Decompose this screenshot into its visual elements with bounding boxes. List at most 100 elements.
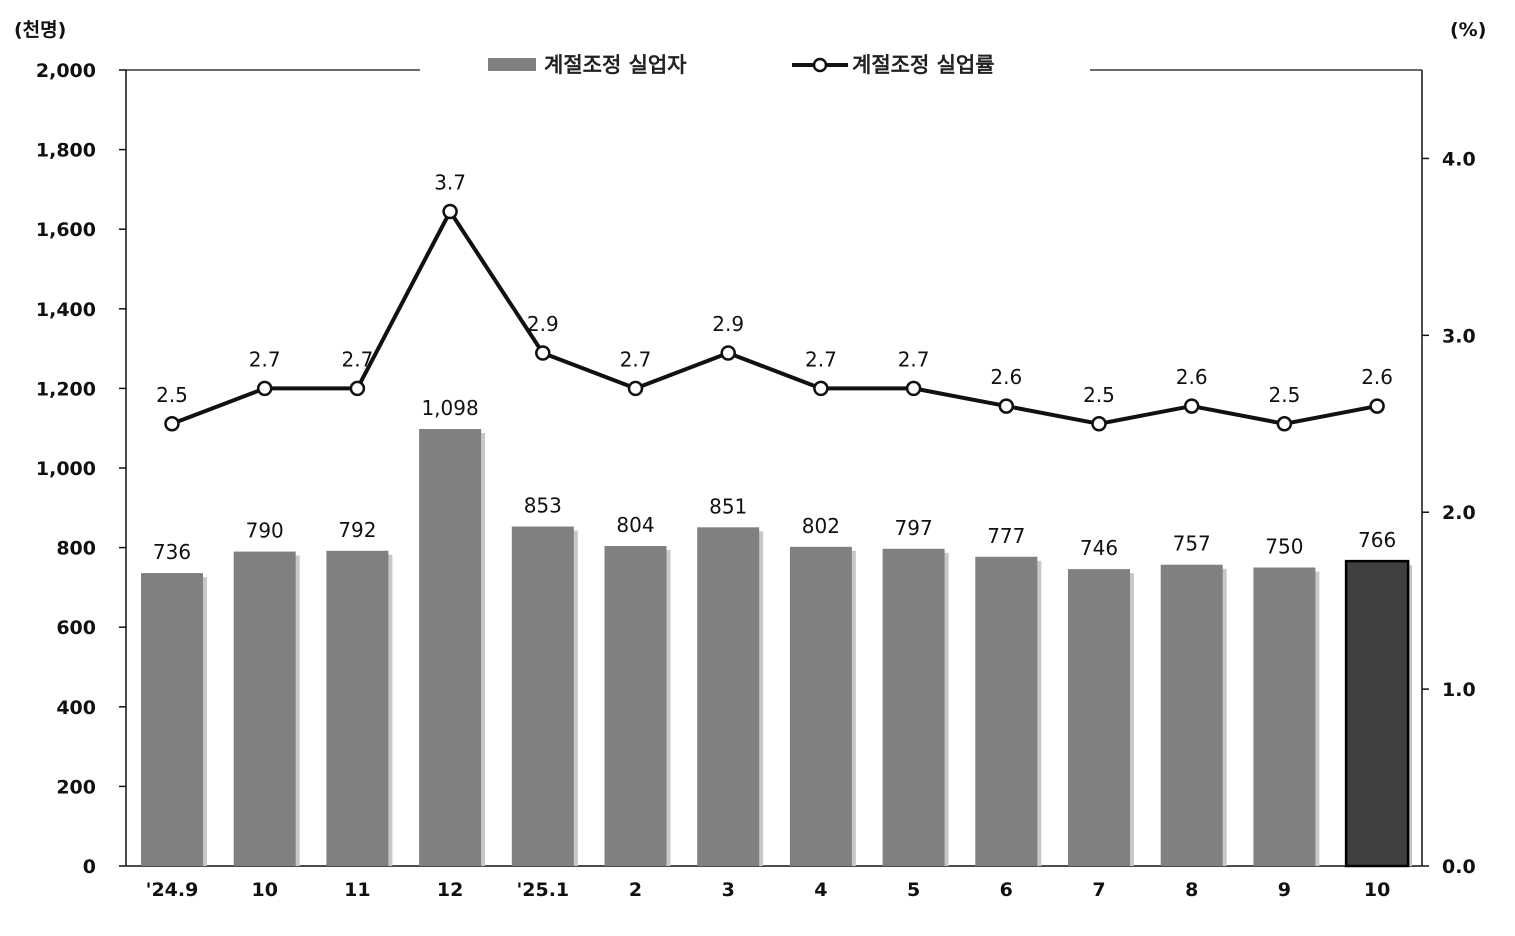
- rate-point: [164, 416, 180, 432]
- right-tick-label: 1.0: [1442, 679, 1476, 701]
- bar-value-label: 797: [895, 516, 933, 540]
- left-tick-label: 800: [56, 538, 96, 560]
- bar: [604, 546, 667, 866]
- bar-value-label: 750: [1265, 535, 1303, 559]
- legend-line-marker: [812, 57, 828, 73]
- right-axis-unit: (%): [1450, 19, 1486, 41]
- bar: [789, 546, 852, 866]
- right-tick-label: 0.0: [1442, 856, 1476, 878]
- left-tick-label: 600: [56, 617, 96, 639]
- rate-point: [1369, 398, 1385, 414]
- right-axis: 0.0 1.0 2.0 3.0 4.0: [1422, 148, 1476, 878]
- rate-value-label: 2.7: [620, 347, 652, 371]
- bar: [326, 550, 389, 866]
- x-tick-label: 4: [814, 879, 827, 901]
- bar: [1344, 559, 1410, 868]
- legend-bar-label: 계절조정 실업자: [544, 53, 687, 77]
- rate-point: [535, 345, 551, 361]
- bar-value-label: 792: [338, 518, 376, 542]
- legend-bar-swatch: [488, 58, 536, 71]
- bar-value-label: 1,098: [421, 396, 478, 420]
- bar: [882, 548, 945, 866]
- left-tick-label: 400: [56, 697, 96, 719]
- bar-value-label: 802: [802, 514, 840, 538]
- x-tick-label: '25.1: [516, 879, 569, 901]
- x-tick-label: 9: [1278, 879, 1291, 901]
- bar-series: [141, 428, 1413, 868]
- rate-point: [442, 203, 458, 220]
- bar-value-label: 766: [1358, 528, 1396, 552]
- legend-line-label: 계절조정 실업률: [852, 53, 995, 77]
- x-tick-label: 8: [1185, 879, 1198, 901]
- left-tick-label: 1,000: [36, 458, 96, 480]
- rate-value-label: 2.6: [990, 365, 1022, 389]
- x-tick-label: 12: [437, 879, 463, 901]
- right-tick-label: 4.0: [1442, 148, 1476, 170]
- x-tick-label: '24.9: [146, 879, 199, 901]
- right-tick-label: 2.0: [1442, 502, 1476, 524]
- rate-point: [905, 380, 922, 397]
- rate-value-label: 3.7: [434, 171, 466, 195]
- x-tick-label: 10: [251, 879, 277, 901]
- x-axis: '24.9 10 11 12 '25.1 2 3 4 5 6 7 8 9 10: [146, 879, 1391, 901]
- rate-point: [720, 345, 736, 361]
- rate-point: [813, 380, 829, 397]
- bar: [975, 556, 1038, 866]
- rate-value-label: 2.6: [1176, 365, 1208, 389]
- left-tick-label: 1,800: [36, 140, 96, 162]
- bar-value-label: 851: [709, 494, 747, 518]
- bar-value-label: 804: [616, 513, 654, 537]
- line-series: [164, 203, 1385, 432]
- x-tick-label: 5: [907, 879, 920, 901]
- rate-value-label: 2.9: [712, 312, 744, 336]
- left-axis-unit: (천명): [14, 19, 66, 41]
- legend: 계절조정 실업자 계절조정 실업률: [420, 40, 1090, 90]
- left-tick-label: 2,000: [36, 60, 96, 82]
- rate-point: [256, 380, 273, 397]
- left-axis: 0 200 400 600 800 1,000 1,200 1,400 1,600 1,800 2,…: [36, 60, 126, 878]
- bar: [141, 573, 203, 866]
- rate-point: [627, 380, 644, 397]
- bar: [419, 428, 482, 866]
- rate-value-label: 2.9: [527, 312, 559, 336]
- x-tick-label: 11: [344, 879, 370, 901]
- bar-value-label: 853: [524, 494, 562, 518]
- rate-value-label: 2.6: [1361, 365, 1393, 389]
- left-tick-label: 1,400: [36, 299, 96, 321]
- line-value-labels: 2.5 2.7 2.7 3.7 2.9 2.7 2.9 2.7 2.7 2.6 2.5 2.6 2.5 2…: [156, 171, 1393, 407]
- bar-value-label: 777: [987, 524, 1025, 548]
- bar: [233, 551, 296, 866]
- rate-value-label: 2.5: [156, 383, 188, 407]
- rate-point: [349, 380, 366, 397]
- rate-value-label: 2.7: [805, 347, 837, 371]
- bar: [1160, 564, 1223, 866]
- rate-value-label: 2.5: [1268, 383, 1300, 407]
- rate-point: [998, 398, 1015, 414]
- left-tick-label: 0: [83, 856, 96, 878]
- bar-value-label: 757: [1173, 532, 1211, 556]
- rate-point: [1091, 416, 1107, 432]
- right-tick-label: 3.0: [1442, 325, 1476, 347]
- x-tick-label: 10: [1364, 879, 1390, 901]
- x-tick-label: 7: [1092, 879, 1105, 901]
- bar-value-labels: 736 790 792 1,098 853 804 851 802 797 777 746 757 75…: [153, 396, 1396, 564]
- bar-value-label: 746: [1080, 536, 1118, 560]
- bar: [697, 527, 760, 866]
- left-tick-label: 1,200: [36, 378, 96, 400]
- x-tick-label: 6: [1000, 879, 1013, 901]
- rate-point: [1276, 416, 1293, 432]
- bar-value-label: 736: [153, 540, 191, 564]
- plot-frame: [125, 69, 1423, 867]
- x-tick-label: 3: [722, 879, 735, 901]
- bar-value-label: 790: [246, 519, 284, 543]
- rate-value-label: 2.5: [1083, 383, 1115, 407]
- left-tick-label: 1,600: [36, 219, 96, 241]
- rate-value-label: 2.7: [249, 347, 281, 371]
- left-tick-label: 200: [56, 776, 96, 798]
- rate-value-label: 2.7: [341, 347, 373, 371]
- bar: [1068, 569, 1130, 866]
- x-tick-label: 2: [629, 879, 642, 901]
- rate-value-label: 2.7: [898, 347, 930, 371]
- bar: [511, 526, 574, 866]
